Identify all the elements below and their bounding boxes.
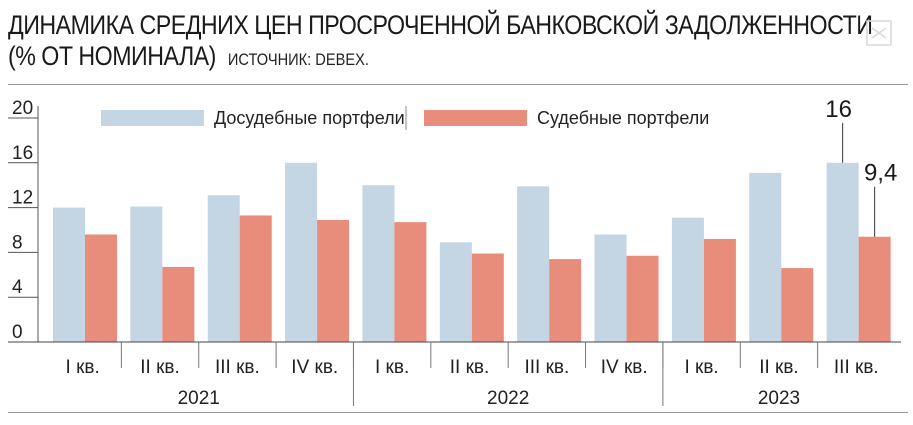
chart-title: ДИНАМИКА СРЕДНИХ ЦЕН ПРОСРОЧЕННОЙ БАНКОВ… — [8, 10, 873, 40]
bar-pretrial-10 — [826, 162, 859, 342]
x-tick-label: I кв. — [66, 357, 100, 378]
bar-pretrial-7 — [594, 234, 627, 342]
y-tick-label: 12 — [12, 188, 33, 209]
x-tick-label: I кв. — [684, 357, 718, 378]
bar-judicial-5 — [471, 253, 504, 342]
x-tick-label: III кв. — [834, 357, 879, 378]
header-divider — [8, 84, 908, 85]
bar-judicial-6 — [549, 259, 582, 342]
legend-swatch-judicial — [424, 110, 527, 126]
bar-judicial-1 — [162, 266, 195, 342]
bar-judicial-0 — [85, 234, 117, 342]
year-label: 2022 — [487, 388, 529, 409]
y-tick-label: 8 — [12, 232, 23, 253]
x-tick-label: I кв. — [375, 357, 409, 378]
x-tick-label: IV кв. — [601, 357, 648, 378]
y-tick-label: 16 — [12, 143, 33, 164]
year-label: 2021 — [178, 388, 220, 409]
footer-divider — [8, 412, 908, 413]
bar-pretrial-8 — [671, 217, 704, 342]
bar-pretrial-5 — [439, 242, 472, 342]
bar-pretrial-9 — [749, 172, 782, 342]
bar-pretrial-3 — [285, 162, 318, 342]
bar-judicial-7 — [626, 255, 659, 342]
legend-label-judicial: Судебные портфели — [537, 108, 709, 128]
bar-judicial-8 — [703, 238, 736, 342]
bar-judicial-3 — [317, 219, 350, 342]
x-tick-label: II кв. — [450, 357, 490, 378]
x-tick-label: III кв. — [215, 357, 260, 378]
year-label: 2023 — [758, 388, 800, 409]
data-label: 16 — [825, 96, 852, 123]
bar-pretrial-0 — [53, 207, 85, 342]
chart-title-line-2: (% ОТ НОМИНАЛА) ИСТОЧНИК: DEBEX. — [8, 41, 765, 75]
bar-pretrial-6 — [517, 186, 550, 342]
x-tick-label: II кв. — [140, 357, 180, 378]
legend-label-pretrial: Досудебные портфели — [214, 108, 405, 128]
source-note: ИСТОЧНИК: DEBEX. — [227, 50, 369, 69]
x-tick-label: III кв. — [524, 357, 569, 378]
bar-judicial-9 — [781, 268, 814, 342]
bar-pretrial-4 — [362, 185, 395, 342]
publisher-logo-icon — [866, 20, 892, 46]
bar-pretrial-1 — [130, 206, 163, 342]
bar-judicial-10 — [858, 236, 891, 342]
x-tick-label: II кв. — [759, 357, 799, 378]
bar-judicial-4 — [394, 222, 427, 342]
data-label: 9,4 — [864, 160, 897, 187]
chart-subtitle: (% ОТ НОМИНАЛА) — [8, 41, 216, 71]
y-tick-label: 4 — [12, 277, 23, 298]
chart-title-block: ДИНАМИКА СРЕДНИХ ЦЕН ПРОСРОЧЕННОЙ БАНКОВ… — [8, 10, 888, 75]
y-tick-label: 0 — [12, 322, 23, 343]
bar-judicial-2 — [239, 215, 272, 342]
x-tick-label: IV кв. — [291, 357, 338, 378]
legend-swatch-pretrial — [101, 110, 204, 126]
y-tick-label: 20 — [12, 98, 33, 119]
bar-pretrial-2 — [207, 195, 240, 342]
